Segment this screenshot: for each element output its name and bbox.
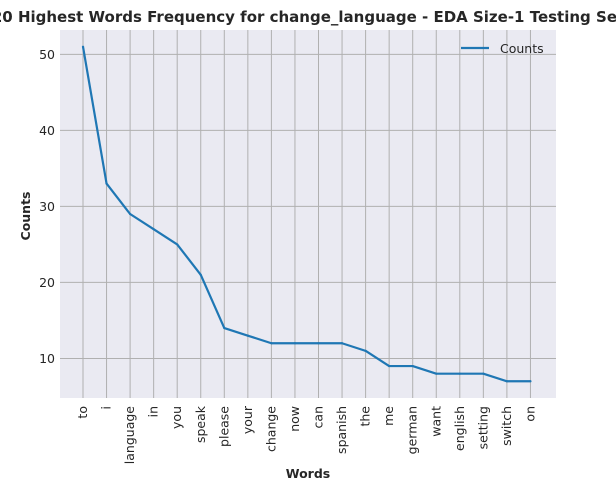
x-tick-label: can [311, 406, 326, 428]
data-point [435, 373, 437, 375]
data-point [506, 380, 508, 382]
x-axis-label: Words [286, 466, 330, 481]
data-point [341, 342, 343, 344]
x-axis-ticks: to i language in you speak please your change now… [75, 405, 537, 464]
chart-title: 20 Highest Words Frequency for change_la… [0, 8, 616, 26]
x-tick-label: speak [193, 405, 208, 443]
y-tick-label: 30 [39, 199, 55, 214]
data-point [105, 182, 107, 184]
x-tick-label: change [263, 406, 278, 452]
data-point [529, 380, 531, 382]
x-tick-label: now [287, 406, 302, 432]
x-tick-label: setting [475, 406, 490, 449]
x-tick-label: german [405, 406, 420, 454]
y-tick-label: 40 [39, 123, 55, 138]
legend-label: Counts [500, 41, 544, 56]
data-point [412, 365, 414, 367]
data-point [223, 327, 225, 329]
y-axis-ticks: 10 20 30 40 50 [39, 47, 55, 366]
x-tick-label: please [216, 406, 231, 447]
x-tick-label: in [146, 406, 161, 417]
y-axis-label: Counts [18, 192, 33, 241]
data-point [365, 350, 367, 352]
x-tick-label: english [452, 406, 467, 451]
x-tick-label: i [99, 406, 114, 409]
y-tick-label: 10 [39, 351, 55, 366]
x-tick-label: on [522, 406, 537, 422]
y-tick-label: 20 [39, 275, 55, 290]
x-tick-label: want [428, 406, 443, 437]
x-tick-label: your [240, 405, 255, 434]
x-tick-label: switch [499, 406, 514, 446]
data-point [129, 213, 131, 215]
x-tick-label: to [75, 406, 90, 419]
data-point [200, 274, 202, 276]
y-tick-label: 50 [39, 47, 55, 62]
data-point [482, 373, 484, 375]
data-point [270, 342, 272, 344]
data-point [294, 342, 296, 344]
data-point [247, 335, 249, 337]
x-tick-label: the [358, 406, 373, 427]
x-tick-label: me [381, 406, 396, 426]
x-tick-label: language [122, 406, 137, 465]
data-point [153, 228, 155, 230]
x-tick-label: you [169, 406, 184, 429]
data-point [317, 342, 319, 344]
data-point [388, 365, 390, 367]
data-point [176, 243, 178, 245]
x-tick-label: spanish [334, 406, 349, 454]
data-point [459, 373, 461, 375]
data-point [82, 46, 84, 48]
